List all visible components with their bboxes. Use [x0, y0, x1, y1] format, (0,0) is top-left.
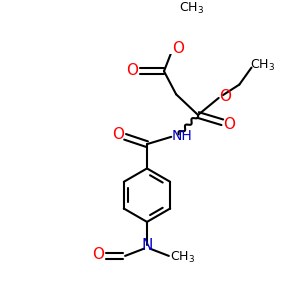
Text: CH$_3$: CH$_3$ [179, 1, 205, 16]
Text: O: O [92, 247, 104, 262]
Text: O: O [172, 40, 184, 56]
Text: CH$_3$: CH$_3$ [170, 250, 195, 265]
Text: O: O [112, 127, 124, 142]
Text: O: O [224, 117, 236, 132]
Text: O: O [126, 62, 138, 77]
Text: NH: NH [172, 129, 193, 142]
Text: CH$_3$: CH$_3$ [250, 58, 275, 73]
Text: O: O [220, 89, 232, 104]
Text: N: N [142, 238, 153, 253]
